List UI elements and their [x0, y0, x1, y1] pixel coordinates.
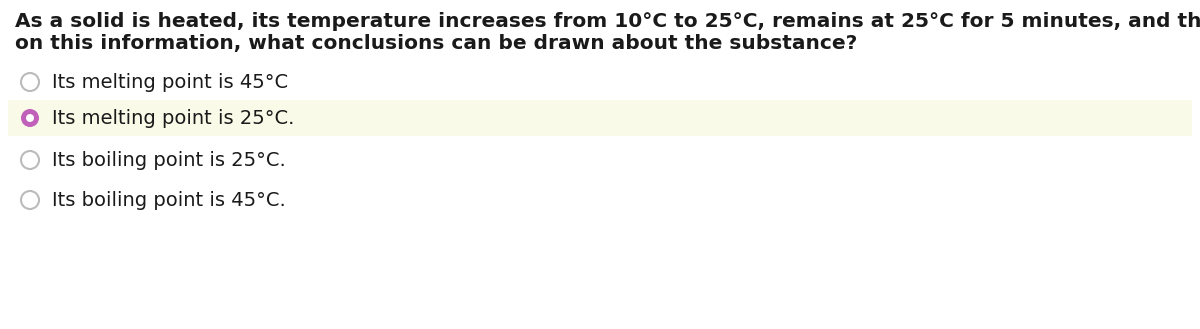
Text: on this information, what conclusions can be drawn about the substance?: on this information, what conclusions ca…	[14, 34, 857, 53]
Text: Its melting point is 45°C: Its melting point is 45°C	[52, 72, 288, 91]
Circle shape	[22, 151, 38, 169]
Text: Its melting point is 25°C.: Its melting point is 25°C.	[52, 109, 294, 128]
Text: Its boiling point is 45°C.: Its boiling point is 45°C.	[52, 190, 286, 210]
Circle shape	[22, 191, 38, 209]
Text: Its boiling point is 25°C.: Its boiling point is 25°C.	[52, 150, 286, 169]
Text: As a solid is heated, its temperature increases from 10°C to 25°C, remains at 25: As a solid is heated, its temperature in…	[14, 12, 1200, 31]
Circle shape	[22, 109, 38, 127]
Circle shape	[22, 73, 38, 91]
FancyBboxPatch shape	[8, 100, 1192, 136]
Circle shape	[26, 114, 34, 122]
